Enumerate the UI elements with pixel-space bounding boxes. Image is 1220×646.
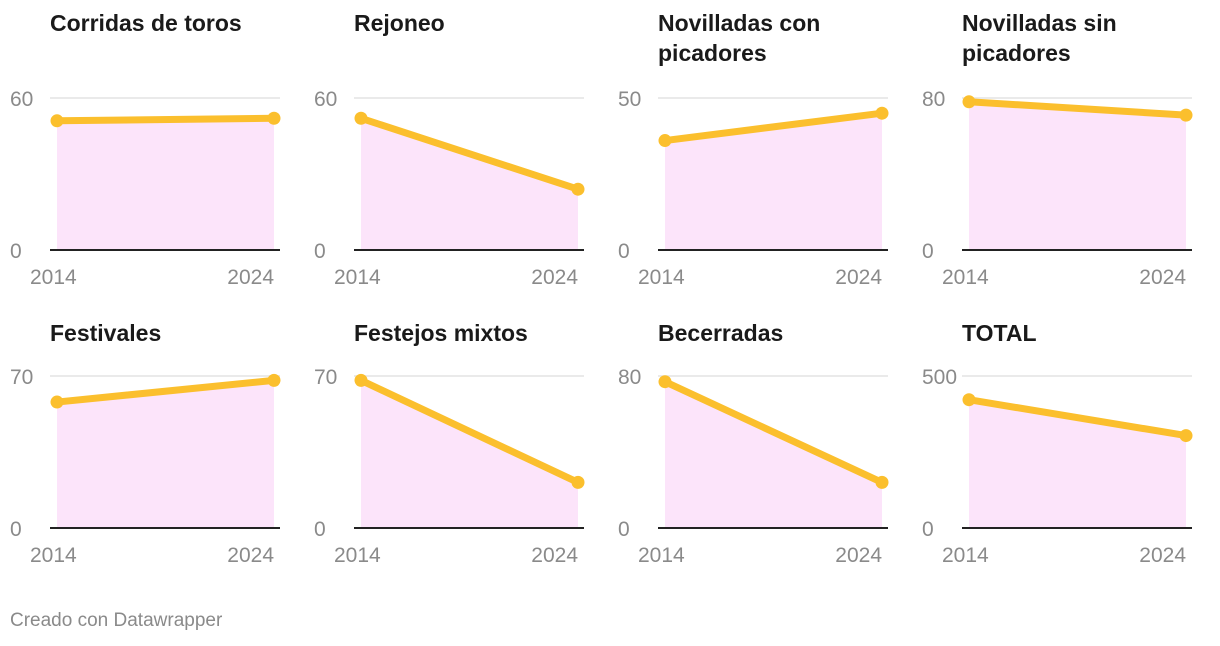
y-tick-label: 80 <box>922 88 945 111</box>
chart-panel-4: Novilladas sin picadores 0 80 2014 2024 <box>912 0 1202 290</box>
small-multiples-chart: Corridas de toros 0 60 2014 2024 Rejoneo 0 60 20… <box>0 0 1202 600</box>
data-point <box>875 475 889 489</box>
x-tick-label: 2014 <box>638 544 685 567</box>
series-line <box>661 109 886 145</box>
series-line <box>53 376 278 406</box>
x-tick-label: 2024 <box>835 544 882 567</box>
series-line <box>357 376 582 486</box>
y-tick-label: 80 <box>618 366 641 389</box>
x-tick-label: 2014 <box>942 266 989 289</box>
data-point <box>50 114 64 128</box>
x-tick-label: 2024 <box>227 266 274 289</box>
x-tick-label: 2024 <box>531 544 578 567</box>
chart-plot: 0 50 2014 2024 <box>618 88 889 289</box>
y-tick-label: 70 <box>314 366 337 389</box>
area-fill <box>361 118 578 251</box>
x-tick-label: 2014 <box>638 266 685 289</box>
area-fill <box>665 381 882 528</box>
area-fill <box>665 113 882 250</box>
y-tick-label: 0 <box>10 240 22 263</box>
data-point <box>267 373 281 387</box>
area-fill <box>969 101 1186 250</box>
data-point <box>962 95 976 109</box>
x-tick-label: 2014 <box>334 544 381 567</box>
data-point <box>658 134 672 148</box>
x-tick-label: 2024 <box>835 266 882 289</box>
chart-panel-3: Novilladas con picadores 0 50 2014 2024 <box>608 0 898 290</box>
data-point <box>658 375 672 389</box>
series-line <box>965 396 1190 440</box>
data-point <box>267 111 281 125</box>
chart-title: TOTAL <box>962 320 1037 346</box>
y-tick-label: 0 <box>922 518 934 541</box>
y-tick-label: 60 <box>10 88 33 111</box>
x-tick-label: 2014 <box>30 544 77 567</box>
chart-title: Rejoneo <box>354 10 445 36</box>
x-tick-label: 2014 <box>942 544 989 567</box>
data-point <box>571 182 585 196</box>
chart-plot: 0 70 2014 2024 <box>314 366 585 567</box>
y-tick-label: 0 <box>10 518 22 541</box>
y-tick-label: 0 <box>618 518 630 541</box>
y-tick-label: 0 <box>314 240 326 263</box>
data-point <box>875 106 889 120</box>
chart-title: Corridas de toros <box>50 10 242 36</box>
area-fill <box>57 380 274 528</box>
y-tick-label: 500 <box>922 366 957 389</box>
y-tick-label: 0 <box>618 240 630 263</box>
x-tick-label: 2024 <box>227 544 274 567</box>
footer-credit: Creado con Datawrapper <box>10 610 223 631</box>
x-tick-label: 2024 <box>531 266 578 289</box>
chart-panel-7: Becerradas 0 80 2014 2024 <box>608 310 898 600</box>
chart-plot: 0 60 2014 2024 <box>10 88 281 289</box>
chart-panel-1: Corridas de toros 0 60 2014 2024 <box>0 0 290 290</box>
chart-panel-6: Festejos mixtos 0 70 2014 2024 <box>304 310 594 600</box>
area-fill <box>969 399 1186 528</box>
y-tick-label: 0 <box>314 518 326 541</box>
chart-plot: 0 80 2014 2024 <box>922 88 1193 289</box>
chart-title: Becerradas <box>658 320 784 346</box>
chart-panel-5: Festivales 0 70 2014 2024 <box>0 310 290 600</box>
chart-plot: 0 80 2014 2024 <box>618 366 889 567</box>
x-tick-label: 2014 <box>334 266 381 289</box>
chart-title: Novilladas con picadores <box>658 10 821 66</box>
data-point <box>962 393 976 407</box>
chart-plot: 0 500 2014 2024 <box>922 366 1193 567</box>
chart-panel-2: Rejoneo 0 60 2014 2024 <box>304 0 594 290</box>
y-tick-label: 0 <box>922 240 934 263</box>
x-tick-label: 2014 <box>30 266 77 289</box>
series-line <box>965 98 1190 119</box>
chart-title: Festejos mixtos <box>354 320 528 346</box>
series-line <box>357 114 582 193</box>
series-line <box>53 114 278 125</box>
x-tick-label: 2024 <box>1139 544 1186 567</box>
data-point <box>354 111 368 125</box>
area-fill <box>361 380 578 528</box>
data-point <box>354 373 368 387</box>
series-line <box>661 378 886 486</box>
chart-panel-8: TOTAL 0 500 2014 2024 <box>912 310 1202 600</box>
chart-title: Festivales <box>50 320 162 346</box>
chart-title: Novilladas sin picadores <box>962 10 1117 66</box>
data-point <box>1179 429 1193 443</box>
y-tick-label: 50 <box>618 88 641 111</box>
data-point <box>50 395 64 409</box>
chart-plot: 0 60 2014 2024 <box>314 88 585 289</box>
data-point <box>1179 108 1193 122</box>
area-fill <box>57 118 274 251</box>
y-tick-label: 70 <box>10 366 33 389</box>
chart-plot: 0 70 2014 2024 <box>10 366 281 567</box>
x-tick-label: 2024 <box>1139 266 1186 289</box>
data-point <box>571 475 585 489</box>
y-tick-label: 60 <box>314 88 337 111</box>
